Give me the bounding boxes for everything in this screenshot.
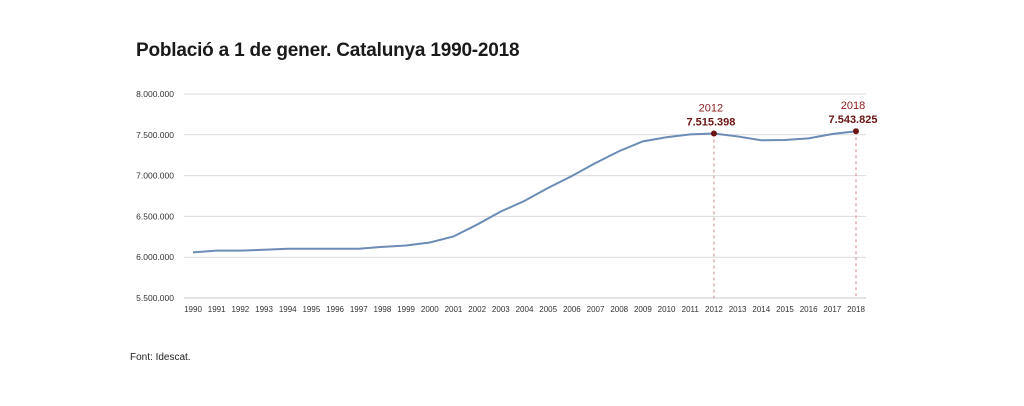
x-tick-label: 2006 <box>563 305 581 314</box>
x-tick-label: 2005 <box>539 305 557 314</box>
x-tick-label: 2018 <box>847 305 865 314</box>
data-point-marker <box>710 130 717 137</box>
y-tick-label: 7.500.000 <box>136 130 174 140</box>
x-tick-label: 2004 <box>516 305 534 314</box>
x-tick-label: 1997 <box>350 305 368 314</box>
x-tick-label: 2002 <box>468 305 486 314</box>
x-tick-label: 1996 <box>326 305 344 314</box>
series-line <box>192 130 857 254</box>
x-tick-label: 1993 <box>255 305 273 314</box>
x-tick-label: 2000 <box>421 305 439 314</box>
x-tick-label: 2016 <box>800 305 818 314</box>
data-point-marker <box>853 128 859 135</box>
x-axis-ticks: 1990 1991 1992 1993 1994 1995 1996 1997 1998 1999… <box>184 305 865 314</box>
x-tick-label: 1994 <box>279 305 297 314</box>
y-tick-label: 8.000.000 <box>136 89 174 99</box>
x-tick-label: 2008 <box>610 305 628 314</box>
x-tick-label: 1992 <box>231 305 249 314</box>
x-tick-label: 1998 <box>374 305 392 314</box>
y-tick-label: 6.000.000 <box>136 252 174 262</box>
x-tick-label: 1999 <box>397 305 415 314</box>
x-tick-label: 2010 <box>658 305 676 314</box>
x-tick-label: 2007 <box>587 305 605 314</box>
x-tick-label: 2003 <box>492 305 510 314</box>
x-tick-label: 1991 <box>208 305 226 314</box>
x-tick-label: 2014 <box>752 305 770 314</box>
annotation-value-label: 7.515.398 <box>686 117 735 129</box>
chart-title: Població a 1 de gener. Catalunya 1990-20… <box>136 40 520 61</box>
x-tick-label: 2001 <box>445 305 463 314</box>
y-axis-ticks: 5.500.000 6.000.000 6.500.000 7.000.000 7.50… <box>136 89 174 303</box>
gridlines <box>184 93 866 299</box>
x-tick-label: 2012 <box>705 305 723 314</box>
y-tick-label: 5.500.000 <box>136 293 174 303</box>
x-tick-label: 2013 <box>729 305 747 314</box>
annotation-guides <box>713 131 857 298</box>
annotations: 2012 7.515.398 2018 7.543.825 <box>686 100 878 137</box>
x-tick-label: 2011 <box>682 305 700 314</box>
x-tick-label: 2017 <box>823 305 841 314</box>
x-tick-label: 2009 <box>634 305 652 314</box>
source-note: Font: Idescat. <box>130 352 191 363</box>
y-tick-label: 6.500.000 <box>136 211 174 221</box>
x-tick-label: 1995 <box>302 305 320 314</box>
annotation-value-label: 7.543.825 <box>829 114 878 126</box>
annotation-year-label: 2012 <box>699 103 723 115</box>
annotation-year-label: 2018 <box>841 100 865 112</box>
y-tick-label: 7.000.000 <box>136 171 174 181</box>
x-tick-label: 2015 <box>776 305 794 314</box>
x-tick-label: 1990 <box>184 305 202 314</box>
